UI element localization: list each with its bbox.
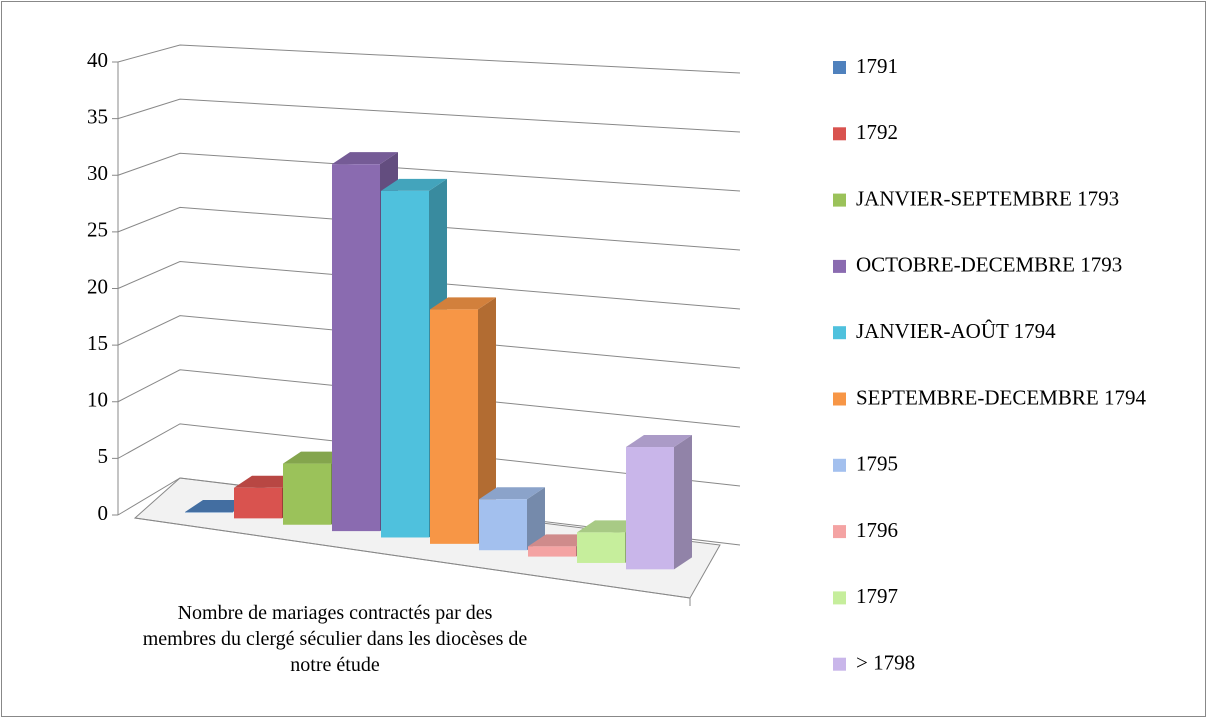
bar-top xyxy=(626,435,692,448)
legend-swatch xyxy=(833,657,846,671)
grid-line xyxy=(117,477,741,546)
bar-top xyxy=(381,178,447,191)
legend-label: JANVIER-AOÛT 1794 xyxy=(856,319,1056,343)
legend-label: SEPTEMBRE-DECEMBRE 1794 xyxy=(856,385,1146,409)
bar-top xyxy=(430,297,496,310)
bar xyxy=(528,546,576,557)
bar xyxy=(430,309,478,544)
legend-swatch xyxy=(833,591,846,605)
legend-swatch xyxy=(833,259,846,273)
legend-swatch xyxy=(833,392,846,406)
legend-label: 1795 xyxy=(856,452,898,476)
y-tick-label: 5 xyxy=(98,444,109,468)
bar xyxy=(479,499,527,551)
legend-swatch xyxy=(833,61,846,74)
x-axis xyxy=(134,517,691,599)
bar xyxy=(234,487,282,519)
bar xyxy=(185,512,233,513)
bar-side xyxy=(674,435,692,570)
bar-top xyxy=(332,152,398,165)
legend-label: JANVIER-SEPTEMBRE 1793 xyxy=(856,186,1119,210)
y-tick-label: 25 xyxy=(87,218,108,242)
y-tick-label: 20 xyxy=(87,274,108,298)
legend-label: 1792 xyxy=(856,120,898,144)
bar xyxy=(332,164,380,532)
legend-label: > 1798 xyxy=(856,651,915,675)
grid-line xyxy=(117,315,741,369)
legend-swatch xyxy=(833,193,846,207)
category-label: Nombre de mariages contractés par des me… xyxy=(142,602,528,676)
legend-label: 1797 xyxy=(856,584,898,608)
bar-side xyxy=(527,487,545,551)
y-tick-label: 15 xyxy=(87,331,108,355)
grid-line xyxy=(117,423,741,487)
legend-swatch xyxy=(833,458,846,472)
grid-line xyxy=(117,260,741,310)
grid-line xyxy=(117,152,741,192)
bar xyxy=(381,190,429,538)
legend-label: 1796 xyxy=(856,518,898,542)
y-tick-label: 40 xyxy=(87,48,108,72)
legend-swatch xyxy=(833,326,846,340)
bar xyxy=(626,447,674,570)
grid-line xyxy=(117,44,741,74)
y-tick-label: 30 xyxy=(87,161,108,185)
grid-line xyxy=(117,369,741,428)
bar-side xyxy=(478,297,496,544)
legend-swatch xyxy=(833,127,846,141)
y-tick-label: 0 xyxy=(98,501,109,525)
bar xyxy=(283,463,331,525)
legend-label: OCTOBRE-DECEMBRE 1793 xyxy=(856,253,1122,277)
grid-line xyxy=(117,98,741,133)
legend-label: 1791 xyxy=(856,54,898,78)
bar-top xyxy=(479,487,545,500)
y-tick-label: 10 xyxy=(87,388,108,412)
y-tick-label: 35 xyxy=(87,104,108,128)
legend-swatch xyxy=(833,525,846,539)
grid-line xyxy=(117,206,741,251)
bar xyxy=(577,532,625,563)
